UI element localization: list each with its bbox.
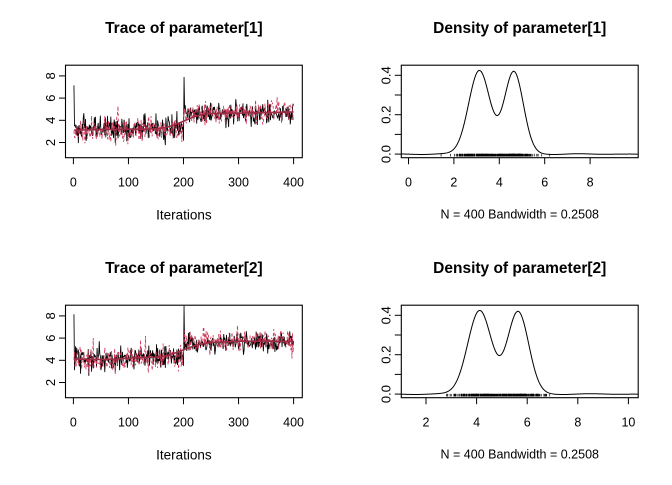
svg-text:400: 400 <box>283 176 304 190</box>
svg-text:0: 0 <box>70 176 77 190</box>
svg-text:4: 4 <box>43 357 58 364</box>
svg-text:2: 2 <box>423 416 430 430</box>
svg-text:0.4: 0.4 <box>379 306 394 324</box>
svg-text:Density of parameter[1]: Density of parameter[1] <box>433 20 606 37</box>
svg-text:8: 8 <box>43 72 58 79</box>
svg-text:4: 4 <box>43 117 58 124</box>
svg-text:Density of parameter[2]: Density of parameter[2] <box>433 260 606 277</box>
svg-text:N = 400 Bandwidth = 0.2508: N = 400 Bandwidth = 0.2508 <box>441 448 600 462</box>
svg-text:0.4: 0.4 <box>379 66 394 84</box>
svg-text:8: 8 <box>574 416 581 430</box>
svg-text:0: 0 <box>405 176 412 190</box>
svg-text:6: 6 <box>43 94 58 101</box>
svg-text:0.2: 0.2 <box>379 346 394 364</box>
svg-text:8: 8 <box>587 176 594 190</box>
svg-text:300: 300 <box>228 416 249 430</box>
svg-text:100: 100 <box>118 176 139 190</box>
svg-text:Iterations: Iterations <box>156 448 212 463</box>
svg-text:8: 8 <box>43 312 58 319</box>
svg-text:0.0: 0.0 <box>379 145 394 163</box>
svg-text:300: 300 <box>228 176 249 190</box>
svg-text:6: 6 <box>524 416 531 430</box>
svg-text:400: 400 <box>283 416 304 430</box>
svg-text:100: 100 <box>118 416 139 430</box>
svg-text:Trace of parameter[1]: Trace of parameter[1] <box>105 20 263 37</box>
svg-text:2: 2 <box>43 139 58 146</box>
svg-text:200: 200 <box>173 416 194 430</box>
svg-text:0.0: 0.0 <box>379 385 394 403</box>
svg-text:0: 0 <box>70 416 77 430</box>
svg-text:Trace of parameter[2]: Trace of parameter[2] <box>105 260 263 277</box>
svg-text:6: 6 <box>541 176 548 190</box>
svg-text:2: 2 <box>450 176 457 190</box>
svg-text:Iterations: Iterations <box>156 208 212 223</box>
svg-text:2: 2 <box>43 379 58 386</box>
svg-text:10: 10 <box>621 416 635 430</box>
svg-text:0.2: 0.2 <box>379 106 394 124</box>
svg-text:6: 6 <box>43 334 58 341</box>
svg-text:N = 400 Bandwidth = 0.2508: N = 400 Bandwidth = 0.2508 <box>441 208 600 222</box>
svg-text:4: 4 <box>496 176 503 190</box>
svg-text:4: 4 <box>473 416 480 430</box>
svg-text:200: 200 <box>173 176 194 190</box>
